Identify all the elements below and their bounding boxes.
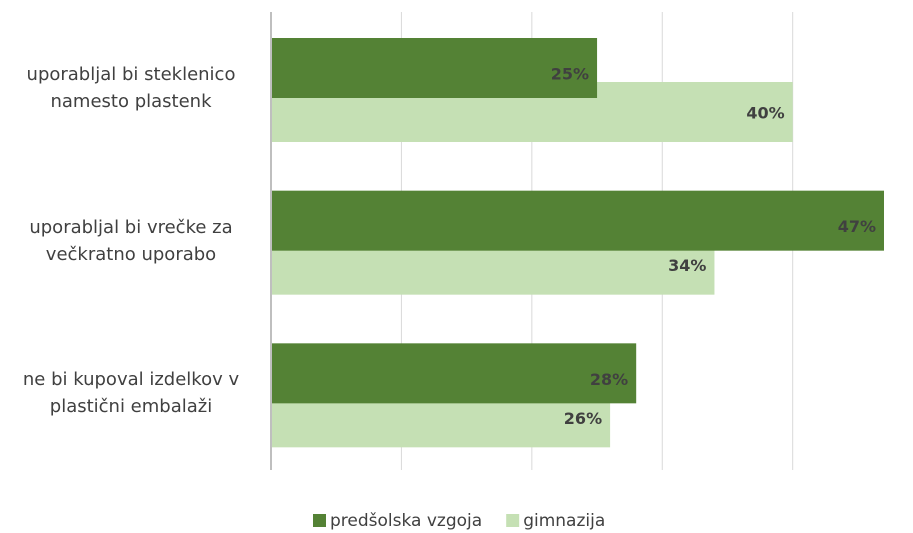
data-label: 26% bbox=[564, 409, 602, 428]
data-label: 25% bbox=[551, 65, 589, 84]
data-label: 28% bbox=[590, 370, 628, 389]
category-label: ne bi kupoval izdelkov v plastični embal… bbox=[22, 369, 240, 418]
bar bbox=[271, 343, 637, 404]
legend: predšolska vzgoja gimnazija bbox=[313, 511, 605, 531]
legend-swatch bbox=[313, 514, 326, 527]
legend-label: predšolska vzgoja bbox=[330, 511, 482, 531]
data-label: 47% bbox=[838, 217, 876, 236]
data-label: 34% bbox=[668, 256, 706, 275]
bar bbox=[271, 190, 884, 251]
legend-label: gimnazija bbox=[523, 511, 605, 531]
legend-swatch bbox=[506, 514, 520, 527]
bar bbox=[271, 38, 598, 98]
category-label: uporabljal bi vrečke za večkratno uporab… bbox=[29, 216, 233, 265]
category-label: uporabljal bi steklenico namesto plasten… bbox=[26, 64, 236, 112]
data-label: 40% bbox=[746, 104, 784, 123]
